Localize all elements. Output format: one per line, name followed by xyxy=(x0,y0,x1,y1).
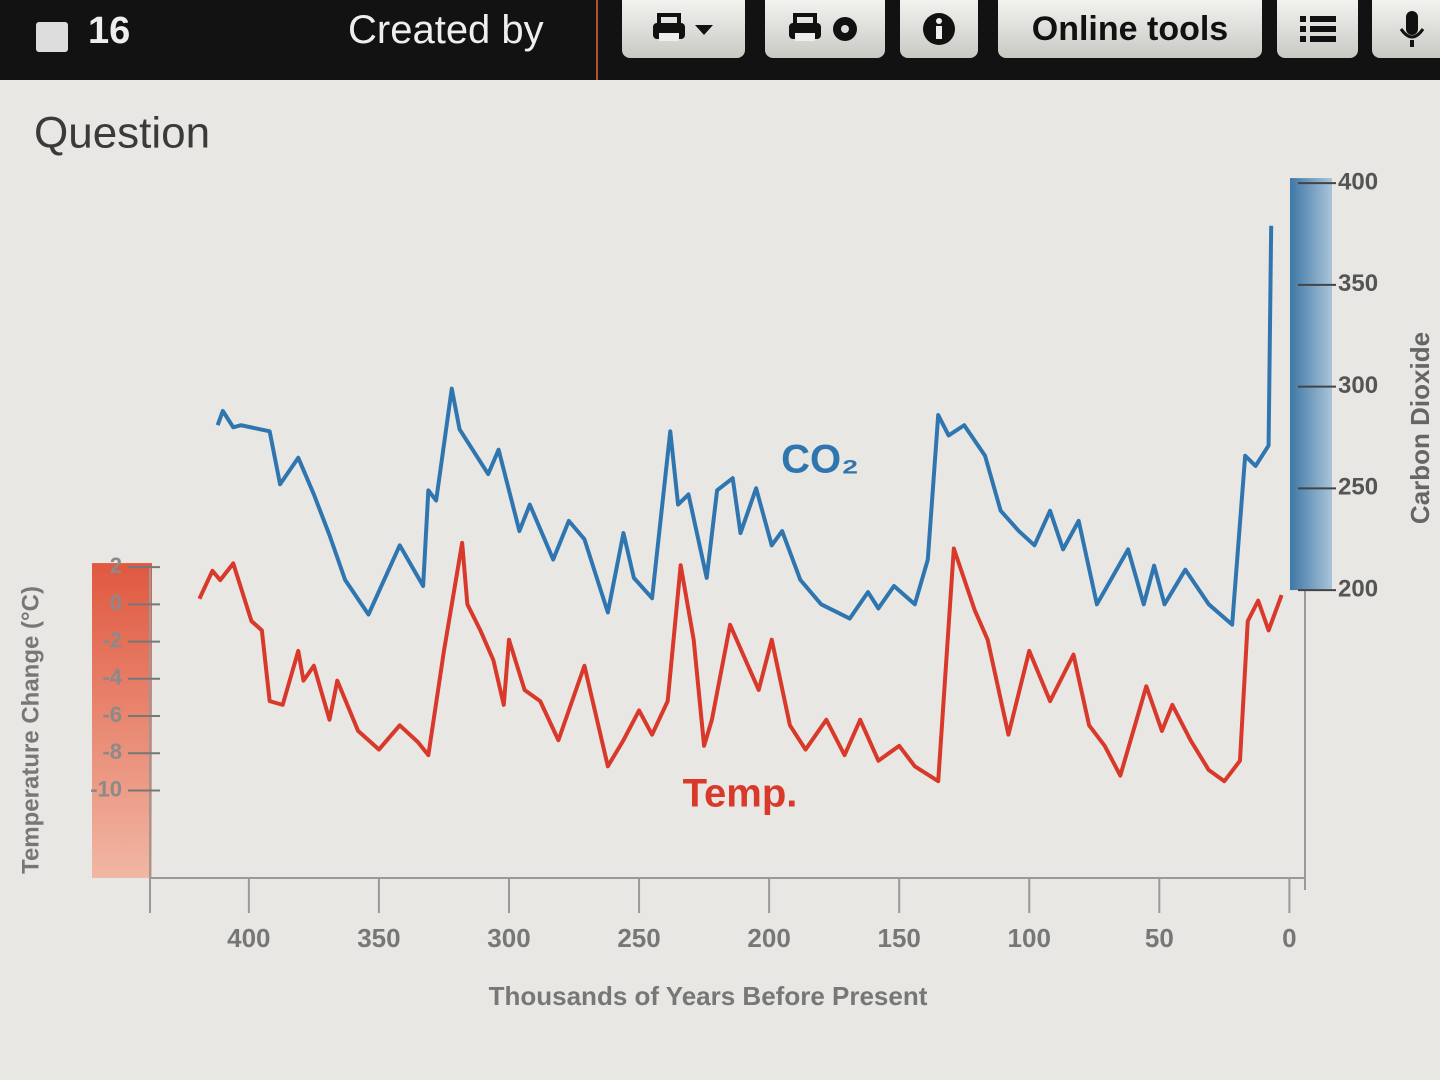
y2-tick-label: 400 xyxy=(1338,168,1378,195)
divider xyxy=(596,0,598,80)
print-settings-icon xyxy=(789,13,857,41)
y-tick-label: -4 xyxy=(102,665,122,690)
print-settings-button[interactable] xyxy=(765,0,885,58)
series-label: CO₂ xyxy=(781,438,859,482)
x-tick-label: 200 xyxy=(747,923,790,953)
y-tick-label: 2 xyxy=(110,553,122,578)
y2-tick-label: 300 xyxy=(1338,372,1378,399)
checkbox[interactable] xyxy=(36,22,68,52)
y-tick-label: -8 xyxy=(102,739,122,764)
microphone-button[interactable] xyxy=(1372,0,1440,58)
x-tick-label: 150 xyxy=(877,923,920,953)
x-tick-label: 100 xyxy=(1008,923,1051,953)
microphone-icon xyxy=(1399,11,1425,47)
y2-tick-label: 250 xyxy=(1338,474,1378,501)
print-icon xyxy=(652,13,713,41)
series-line xyxy=(197,540,1284,784)
list-icon xyxy=(1299,16,1336,42)
heading: Question xyxy=(34,109,210,158)
co2-axis-band xyxy=(1290,178,1332,591)
y-axis-label: Temperature Change (°C) xyxy=(17,586,44,874)
toolbar: 16 Created by Online tools xyxy=(0,0,1440,80)
y-tick-label: -6 xyxy=(102,702,122,727)
x-tick-label: 250 xyxy=(617,923,660,953)
print-menu-button[interactable] xyxy=(622,0,745,58)
y2-axis-label: Carbon Dioxide xyxy=(1405,332,1435,524)
x-axis-label: Thousands of Years Before Present xyxy=(489,981,928,1011)
y-tick-label: -2 xyxy=(102,627,122,652)
list-button[interactable] xyxy=(1277,0,1358,58)
online-tools-button[interactable]: Online tools xyxy=(998,0,1262,58)
x-tick-label: 0 xyxy=(1282,923,1296,953)
y-tick-label: -10 xyxy=(90,776,122,801)
x-tick-label: 400 xyxy=(227,923,270,953)
question-number: 16 xyxy=(88,10,131,52)
info-button[interactable] xyxy=(900,0,978,58)
series-label: Temp. xyxy=(683,772,798,816)
temperature-axis-band xyxy=(92,563,152,878)
x-tick-label: 300 xyxy=(487,923,530,953)
x-tick-label: 350 xyxy=(357,923,400,953)
info-icon xyxy=(923,13,955,45)
x-tick-label: 50 xyxy=(1145,923,1174,953)
y2-tick-label: 350 xyxy=(1338,270,1378,297)
y-tick-label: 0 xyxy=(110,590,122,615)
created-by: Created by xyxy=(348,8,544,52)
series-line xyxy=(215,225,1274,627)
y2-tick-label: 200 xyxy=(1338,575,1378,602)
